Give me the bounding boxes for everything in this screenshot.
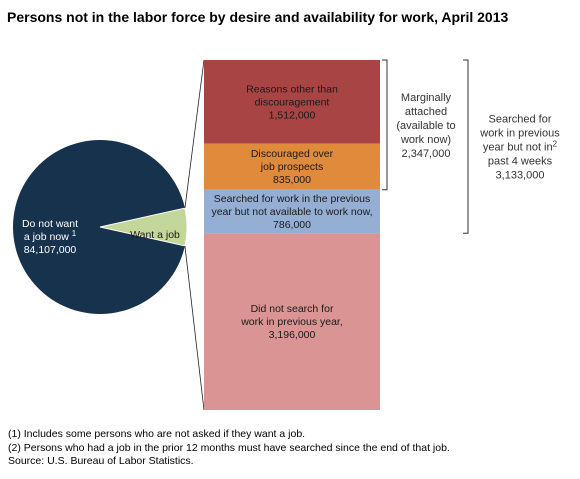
bracket-searched-for-work bbox=[463, 59, 469, 234]
bar-label-3-line-1: Searched for work in the previous bbox=[214, 193, 370, 205]
bar-label-3-line-2: year but not available to work now, bbox=[211, 206, 372, 218]
bracket-marginally-attached bbox=[382, 59, 388, 191]
pie-label-do-not-want-job-line-3: 84,107,000 bbox=[24, 244, 77, 256]
bar-label-1-line-2: discouragement bbox=[255, 96, 330, 108]
bracket-label-searched-for-work-superscript: 2 bbox=[553, 140, 558, 149]
bar-label-4-line-2: work in previous year, bbox=[240, 316, 343, 328]
pie-label-want-job-line-1: Want a job bbox=[130, 229, 180, 241]
bracket-label-marginally-attached-line-1: Marginally bbox=[401, 92, 452, 104]
connector-top bbox=[184, 59, 205, 209]
bar-label-4-line-1: Did not search for bbox=[251, 303, 334, 315]
connector-lines bbox=[184, 59, 205, 411]
bar-label-2-line-2: job prospects bbox=[260, 161, 323, 173]
bracket-label-marginally-attached-line-3: (available to bbox=[396, 120, 455, 132]
bar-label-1-line-1: Reasons other than bbox=[246, 83, 338, 95]
footnote-1: (1) Includes some persons who are not as… bbox=[8, 428, 306, 440]
pie-slice-do-not-want-job bbox=[12, 140, 185, 314]
bracket-label-marginally-attached-line-4: work now) bbox=[400, 134, 451, 146]
bar-label-2-line-3: 835,000 bbox=[273, 174, 311, 186]
pie-label-do-not-want-job-line-1: Do not want bbox=[22, 218, 78, 230]
bar-label-3-line-3: 786,000 bbox=[273, 219, 311, 231]
bar-label-2-line-1: Discouraged over bbox=[251, 148, 334, 160]
pie-label-do-not-want-job-line-2: a job now 1 bbox=[24, 229, 77, 243]
stacked-bar: Reasons other thandiscouragement1,512,00… bbox=[204, 60, 380, 410]
bar-segment-4 bbox=[204, 233, 380, 410]
connector-bottom bbox=[184, 245, 205, 411]
bar-segment-2 bbox=[204, 143, 380, 190]
bar-label-4-line-3: 3,196,000 bbox=[269, 329, 316, 341]
chart-title: Persons not in the labor force by desire… bbox=[7, 9, 509, 25]
footnote-2: (2) Persons who had a job in the prior 1… bbox=[8, 441, 450, 454]
bracket-label-searched-for-work-line-3: year but not in2 bbox=[483, 140, 558, 154]
bracket-label-searched-for-work-line-4: past 4 weeks bbox=[488, 156, 553, 168]
pie-label-do-not-want-job-superscript: 1 bbox=[72, 229, 77, 238]
brackets: Marginally attached (available to work now)… bbox=[382, 59, 560, 234]
bracket-label-marginally-attached-line-5: 2,347,000 bbox=[402, 148, 451, 160]
footnotes: (1) Includes some persons who are not as… bbox=[8, 428, 578, 469]
bracket-label-searched-for-work-line-2: work in previous bbox=[479, 128, 560, 140]
bar-segment-3 bbox=[204, 189, 380, 234]
bracket-label-searched-for-work-line-5: 3,133,000 bbox=[496, 170, 545, 182]
bar-segment-1 bbox=[204, 60, 380, 144]
pie-slice-want-job bbox=[99, 207, 188, 247]
bracket-label-searched-for-work-line-1: Searched for bbox=[489, 114, 552, 126]
bar-label-1-line-3: 1,512,000 bbox=[269, 109, 316, 121]
source-note: Source: U.S. Bureau of Labor Statistics. bbox=[8, 455, 194, 467]
bracket-label-marginally-attached-line-2: attached bbox=[405, 106, 447, 118]
